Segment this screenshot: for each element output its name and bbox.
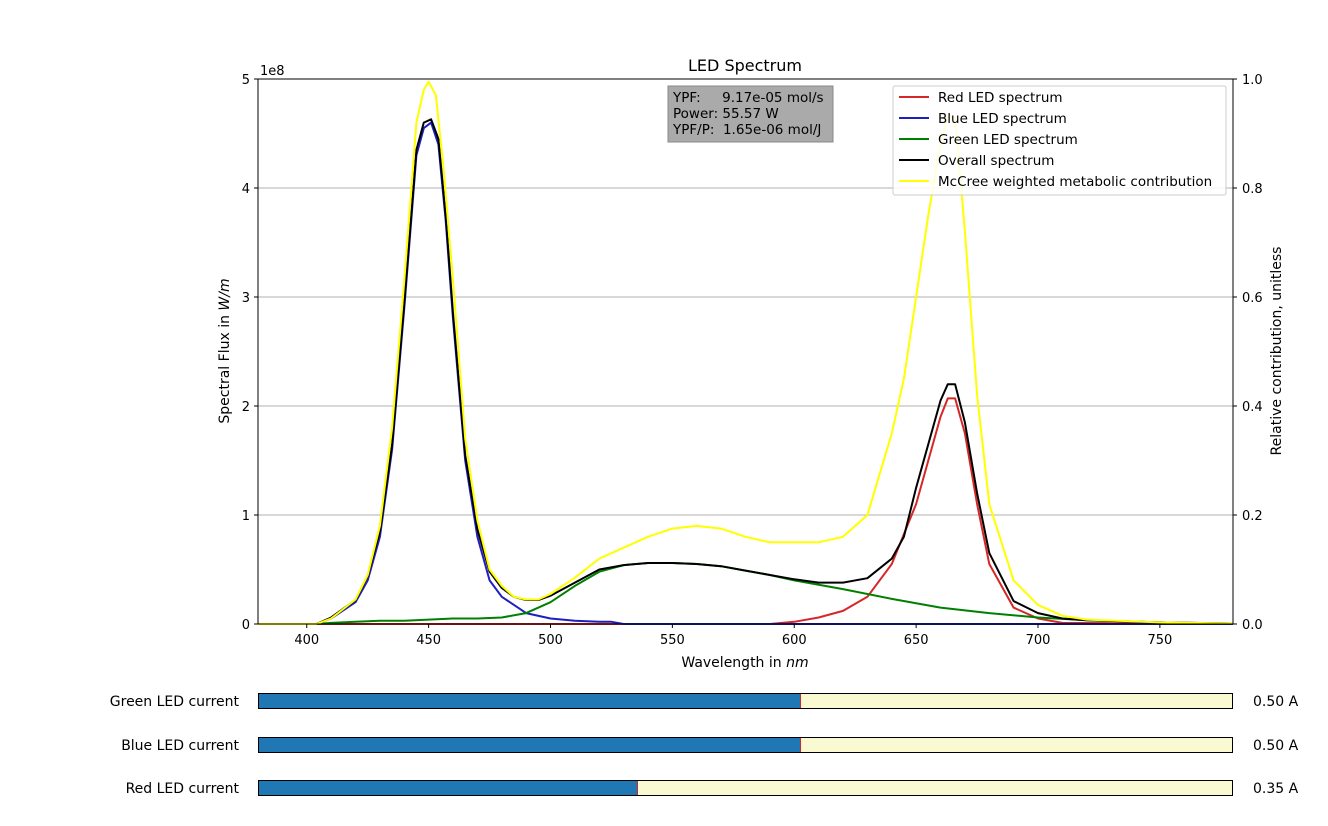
x-tick-label: 450 [416,633,441,648]
y-tick-label: 3 [242,291,250,306]
blue-led-current-slider[interactable] [258,737,1233,753]
x-axis-label: Wavelength in nm [681,655,808,671]
y2-tick-label: 0.4 [1242,400,1263,415]
y-tick-label: 5 [242,73,250,88]
y2-tick-label: 1.0 [1242,73,1263,88]
green-led-slider-row: Green LED current 0.50 A [0,692,1328,712]
x-axis-ticks: 400 450 500 550 600 650 700 750 [294,624,1172,648]
y-axis-exponent: 1e8 [260,64,285,79]
blue-led-current-label: Blue LED current [121,738,239,754]
green-led-slider-handle[interactable] [799,694,801,708]
y2-tick-label: 0.2 [1242,509,1263,524]
legend-entries: Red LED spectrum Blue LED spectrum Green L… [899,90,1212,190]
green-led-slider-fill [259,694,800,708]
red-led-slider-fill [259,781,638,795]
legend-label-red-led-spectrum: Red LED spectrum [938,90,1063,106]
blue-led-slider-handle[interactable] [799,738,801,752]
x-axis-label-unit: nm [786,655,809,671]
red-led-current-value: 0.35 A [1253,781,1299,797]
blue-led-current-value: 0.50 A [1253,738,1299,754]
y2-axis-label: Relative contribution, unitless [1269,247,1285,456]
y-tick-label: 2 [242,400,250,415]
x-tick-label: 750 [1147,633,1172,648]
y-axis-label-text: Spectral Flux in [217,311,233,424]
info-box-background [667,85,834,143]
series-line-blue-led-spectrum [258,121,1233,625]
info-box: YPF: 9.17e-05 mol/s Power: 55.57 W YPF/P… [667,85,834,143]
red-led-slider-handle[interactable] [637,781,639,795]
series-line-green-led-spectrum [258,562,1234,625]
y2-axis-ticks: 0.0 0.2 0.4 0.6 0.8 1.0 [1233,73,1263,633]
y-axis-label-unit: W/m [217,278,233,310]
legend: Red LED spectrum Blue LED spectrum Green L… [892,85,1227,196]
series-line-red-led-spectrum [258,397,1234,625]
y-tick-label: 4 [242,182,250,197]
red-led-slider-row: Red LED current 0.35 A [0,779,1328,799]
y-axis-ticks: 0 1 2 3 4 5 [242,73,258,633]
legend-frame [892,85,1227,196]
blue-led-slider-row: Blue LED current 0.50 A [0,736,1328,756]
green-led-current-label: Green LED current [109,694,239,710]
plot-frame [257,78,1234,625]
grid-lines [258,187,1233,516]
y2-tick-label: 0.8 [1242,182,1263,197]
x-tick-label: 700 [1026,633,1051,648]
y2-tick-label: 0.0 [1242,618,1263,633]
chart-title: LED Spectrum [688,56,802,75]
blue-led-slider-fill [259,738,800,752]
info-ypf-per-power: YPF/P: 1.65e-06 mol/J [672,122,821,138]
y-tick-label: 1 [242,509,250,524]
legend-label-green-led-spectrum: Green LED spectrum [938,132,1078,148]
x-tick-label: 500 [538,633,563,648]
red-led-current-slider[interactable] [258,780,1233,796]
x-tick-label: 400 [294,633,319,648]
series-line-overall-spectrum [258,118,1234,625]
red-led-current-label: Red LED current [125,781,239,797]
y2-tick-label: 0.6 [1242,291,1263,306]
legend-label-mccree-weighted-metabolic-contribution: McCree weighted metabolic contribution [938,174,1212,190]
info-power: Power: 55.57 W [673,106,779,122]
y-axis-label: Spectral Flux in W/m [217,278,233,423]
info-ypf: YPF: 9.17e-05 mol/s [672,90,824,106]
x-tick-label: 600 [782,633,807,648]
x-tick-label: 650 [904,633,929,648]
legend-label-overall-spectrum: Overall spectrum [938,153,1054,169]
green-led-current-value: 0.50 A [1253,694,1299,710]
legend-label-blue-led-spectrum: Blue LED spectrum [938,111,1067,127]
y-tick-label: 0 [242,618,250,633]
x-tick-label: 550 [660,633,685,648]
green-led-current-slider[interactable] [258,693,1233,709]
x-axis-label-text: Wavelength in [681,655,786,671]
